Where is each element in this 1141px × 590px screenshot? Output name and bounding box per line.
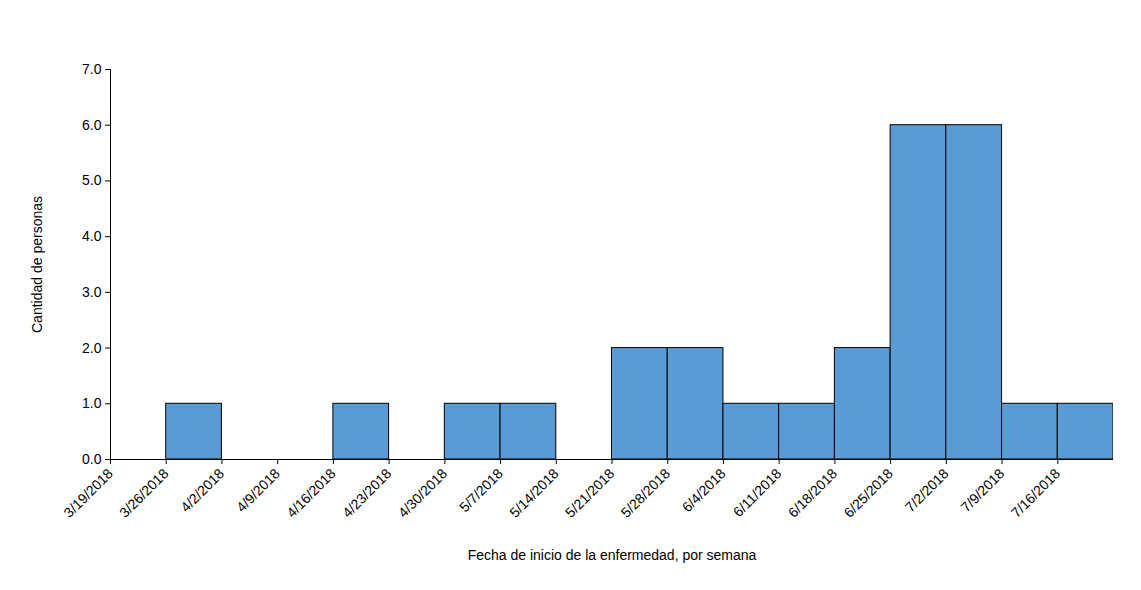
svg-text:6/11/2018: 6/11/2018 bbox=[730, 465, 785, 520]
svg-text:3/26/2018: 3/26/2018 bbox=[116, 465, 172, 521]
svg-text:Cantidad de personas: Cantidad de personas bbox=[29, 196, 45, 333]
svg-text:4/9/2018: 4/9/2018 bbox=[233, 465, 283, 515]
svg-text:4/30/2018: 4/30/2018 bbox=[395, 465, 451, 521]
svg-text:5/21/2018: 5/21/2018 bbox=[562, 465, 618, 521]
svg-text:4/16/2018: 4/16/2018 bbox=[283, 465, 339, 521]
svg-text:5/7/2018: 5/7/2018 bbox=[456, 465, 506, 515]
svg-text:3/19/2018: 3/19/2018 bbox=[60, 465, 116, 521]
svg-text:6/25/2018: 6/25/2018 bbox=[841, 465, 897, 521]
svg-text:6.0: 6.0 bbox=[82, 117, 102, 133]
svg-text:5/14/2018: 5/14/2018 bbox=[506, 465, 562, 521]
svg-text:1.0: 1.0 bbox=[82, 395, 102, 411]
svg-text:4/23/2018: 4/23/2018 bbox=[339, 465, 395, 521]
svg-text:2.0: 2.0 bbox=[82, 340, 102, 356]
svg-text:5.0: 5.0 bbox=[82, 172, 102, 188]
svg-text:7/9/2018: 7/9/2018 bbox=[957, 465, 1007, 515]
svg-text:7/2/2018: 7/2/2018 bbox=[902, 465, 952, 515]
svg-text:Fecha de inicio de la enfermed: Fecha de inicio de la enfermedad, por se… bbox=[468, 547, 757, 563]
svg-text:6/18/2018: 6/18/2018 bbox=[785, 465, 841, 521]
svg-text:4/2/2018: 4/2/2018 bbox=[177, 465, 227, 515]
svg-text:6/4/2018: 6/4/2018 bbox=[679, 465, 729, 515]
svg-text:0.0: 0.0 bbox=[82, 451, 102, 467]
svg-text:5/28/2018: 5/28/2018 bbox=[618, 465, 674, 521]
svg-text:3.0: 3.0 bbox=[82, 284, 102, 300]
svg-text:7.0: 7.0 bbox=[82, 61, 102, 77]
svg-text:4.0: 4.0 bbox=[82, 228, 102, 244]
svg-text:7/16/2018: 7/16/2018 bbox=[1008, 465, 1064, 521]
